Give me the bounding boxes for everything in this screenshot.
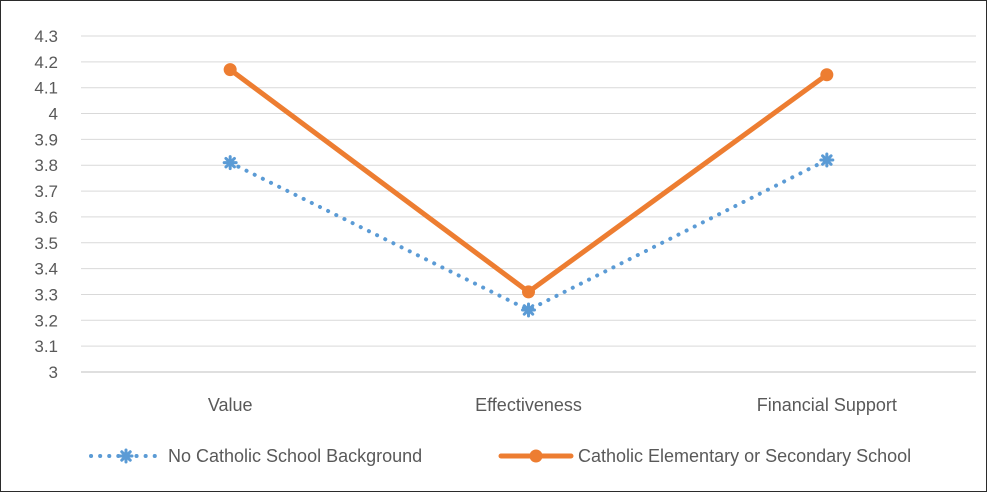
data-point bbox=[521, 302, 536, 318]
y-tick-label: 3.8 bbox=[34, 156, 58, 175]
legend-item: No Catholic School Background bbox=[89, 446, 422, 466]
y-tick-label: 3.9 bbox=[34, 130, 58, 149]
legend-item: Catholic Elementary or Secondary School bbox=[498, 446, 911, 466]
y-tick-label: 3.5 bbox=[34, 234, 58, 253]
y-tick-label: 3.7 bbox=[34, 182, 58, 201]
series-lines bbox=[222, 63, 835, 318]
x-category-label: Value bbox=[208, 395, 253, 415]
data-point bbox=[522, 285, 535, 299]
series-0 bbox=[222, 152, 835, 318]
series-line bbox=[228, 158, 829, 312]
data-point bbox=[223, 63, 237, 77]
y-tick-label: 4.3 bbox=[34, 27, 58, 46]
series-1 bbox=[223, 63, 834, 299]
data-point bbox=[820, 68, 834, 82]
y-tick-label: 3 bbox=[49, 363, 58, 382]
legend-marker bbox=[118, 448, 134, 464]
legend-label: Catholic Elementary or Secondary School bbox=[578, 446, 911, 466]
series-line bbox=[227, 67, 830, 295]
y-tick-label: 4.2 bbox=[34, 53, 58, 72]
legend-marker bbox=[529, 449, 543, 463]
y-tick-label: 4.1 bbox=[34, 79, 58, 98]
legend-label: No Catholic School Background bbox=[168, 446, 422, 466]
y-tick-label: 3.3 bbox=[34, 285, 58, 304]
gridlines bbox=[81, 35, 976, 373]
x-axis: Value Effectiveness Financial Support bbox=[81, 371, 976, 415]
y-tick-label: 3.2 bbox=[34, 311, 58, 330]
data-point bbox=[222, 155, 238, 171]
legend: No Catholic School Background Catholic El… bbox=[89, 446, 911, 466]
x-category-label: Effectiveness bbox=[475, 395, 582, 415]
data-point bbox=[819, 152, 835, 168]
x-category-label: Financial Support bbox=[757, 395, 897, 415]
y-tick-label: 3.1 bbox=[34, 337, 58, 356]
y-tick-label: 3.4 bbox=[34, 260, 58, 279]
y-tick-label: 3.6 bbox=[34, 208, 58, 227]
y-tick-label: 4 bbox=[49, 105, 58, 124]
y-axis-tick-labels: 3 3.1 3.2 3.3 3.4 3.5 3.6 3.7 3.8 3.9 4 4.1 4.2 4.3 bbox=[34, 27, 58, 382]
